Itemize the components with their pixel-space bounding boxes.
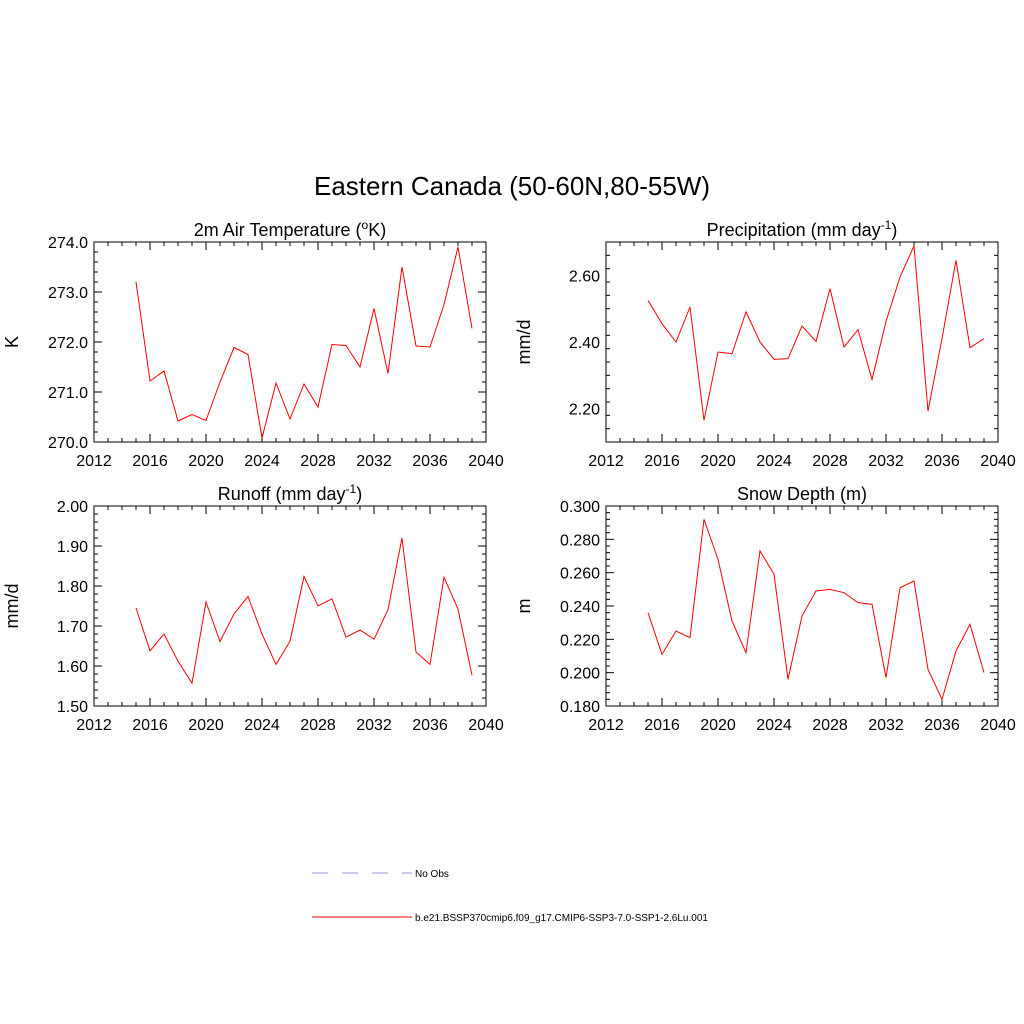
y-tick-label: 271.0	[48, 385, 88, 402]
y-tick-label: 270.0	[48, 435, 88, 452]
panel-title: Runoff (mm day-1)	[218, 482, 362, 504]
series-line	[135, 246, 473, 439]
x-tick-label: 2028	[812, 717, 848, 734]
legend-label: b.e21.BSSP370cmip6.f09_g17.CMIP6-SSP3-7.…	[415, 913, 708, 924]
y-tick-label: 0.260	[560, 566, 600, 583]
y-tick-label: 1.90	[57, 539, 88, 556]
x-tick-label: 2016	[132, 717, 168, 734]
x-tick-label: 2040	[468, 453, 504, 470]
x-tick-label: 2028	[300, 717, 336, 734]
y-axis-label: K	[2, 336, 22, 348]
y-tick-label: 272.0	[48, 335, 88, 352]
y-tick-label: 0.240	[560, 599, 600, 616]
x-tick-label: 2020	[188, 453, 224, 470]
x-tick-label: 2016	[644, 453, 680, 470]
chart-panel-2: Precipitation (mm day-1) mm/d 2012 2016 2020…	[514, 218, 1016, 470]
x-tick-label: 2032	[356, 717, 392, 734]
legend-label: No Obs	[415, 869, 449, 880]
chart-panel-3: Runoff (mm day-1) mm/d 2012 2016 2020 2024 202…	[2, 482, 504, 734]
x-tick-label: 2028	[300, 453, 336, 470]
x-tick-label: 2032	[868, 453, 904, 470]
x-tick-label: 2036	[412, 717, 448, 734]
x-tick-label: 2028	[812, 453, 848, 470]
y-tick-label: 2.20	[569, 402, 600, 419]
y-tick-label: 2.60	[569, 268, 600, 285]
x-tick-label: 2036	[412, 453, 448, 470]
x-tick-label: 2032	[356, 453, 392, 470]
panel-title-suffix: )	[891, 220, 897, 240]
plot-frame	[93, 241, 487, 443]
x-tick-label: 2016	[644, 717, 680, 734]
y-tick-label: 0.300	[560, 499, 600, 516]
y-axis-label: mm/d	[2, 584, 22, 629]
y-tick-label: 0.200	[560, 666, 600, 683]
y-tick-label: 273.0	[48, 285, 88, 302]
x-tick-label: 2012	[588, 717, 624, 734]
x-tick-label: 2016	[132, 453, 168, 470]
legend-item: No Obs	[312, 869, 449, 880]
panel-title-suffix: )	[356, 484, 362, 504]
panel-title-superscript: -1	[881, 218, 892, 232]
panel-title-main: 2m Air Temperature (	[194, 220, 362, 240]
panel-title-suffix: K)	[368, 220, 386, 240]
legend: No Obs b.e21.BSSP370cmip6.f09_g17.CMIP6-S…	[312, 869, 708, 924]
x-tick-label: 2012	[588, 453, 624, 470]
y-tick-label: 0.220	[560, 632, 600, 649]
series-line	[647, 244, 985, 421]
x-tick-label: 2040	[980, 453, 1016, 470]
y-tick-label: 2.00	[57, 499, 88, 516]
x-tick-label: 2040	[980, 717, 1016, 734]
y-tick-label: 274.0	[48, 235, 88, 252]
panel-title: 2m Air Temperature (oK)	[194, 218, 386, 240]
series-line	[135, 537, 473, 685]
panel-title-superscript: -1	[346, 482, 357, 496]
y-tick-label: 1.80	[57, 579, 88, 596]
x-tick-label: 2012	[76, 717, 112, 734]
y-tick-label: 0.280	[560, 532, 600, 549]
panel-title-main: Precipitation (mm day	[707, 220, 881, 240]
y-tick-label: 1.70	[57, 619, 88, 636]
plot-frame	[605, 241, 999, 443]
x-tick-label: 2040	[468, 717, 504, 734]
panel-title: Precipitation (mm day-1)	[707, 218, 898, 240]
y-tick-label: 2.40	[569, 335, 600, 352]
chart-panel-1: 2m Air Temperature (oK) K 2012 2016 2020 2024…	[2, 218, 504, 470]
y-axis-label: m	[514, 599, 534, 614]
x-tick-label: 2012	[76, 453, 112, 470]
series-line	[647, 519, 985, 701]
y-axis-label: mm/d	[514, 320, 534, 365]
y-tick-label: 1.50	[57, 699, 88, 716]
plot-frame	[605, 505, 999, 707]
y-tick-label: 0.180	[560, 699, 600, 716]
x-tick-label: 2024	[756, 717, 792, 734]
x-tick-label: 2020	[700, 717, 736, 734]
panel-title-superscript: o	[362, 218, 369, 232]
panel-title-main: Runoff (mm day	[218, 484, 346, 504]
chart-panel-4: Snow Depth (m) m 2012 2016 2020 2024 2028 2032 2…	[514, 484, 1016, 734]
legend-item: b.e21.BSSP370cmip6.f09_g17.CMIP6-SSP3-7.…	[312, 913, 708, 924]
x-tick-label: 2036	[924, 453, 960, 470]
x-tick-label: 2020	[188, 717, 224, 734]
x-tick-label: 2020	[700, 453, 736, 470]
x-tick-label: 2032	[868, 717, 904, 734]
x-tick-label: 2024	[756, 453, 792, 470]
x-tick-label: 2036	[924, 717, 960, 734]
y-tick-label: 1.60	[57, 659, 88, 676]
figure-title: Eastern Canada (50-60N,80-55W)	[314, 171, 710, 201]
x-tick-label: 2024	[244, 453, 280, 470]
plot-frame	[93, 505, 487, 707]
panel-title: Snow Depth (m)	[737, 484, 867, 504]
panels: 2m Air Temperature (oK) K 2012 2016 2020 2024…	[2, 218, 1016, 734]
panel-title-main: Snow Depth (m)	[737, 484, 867, 504]
x-tick-label: 2024	[244, 717, 280, 734]
